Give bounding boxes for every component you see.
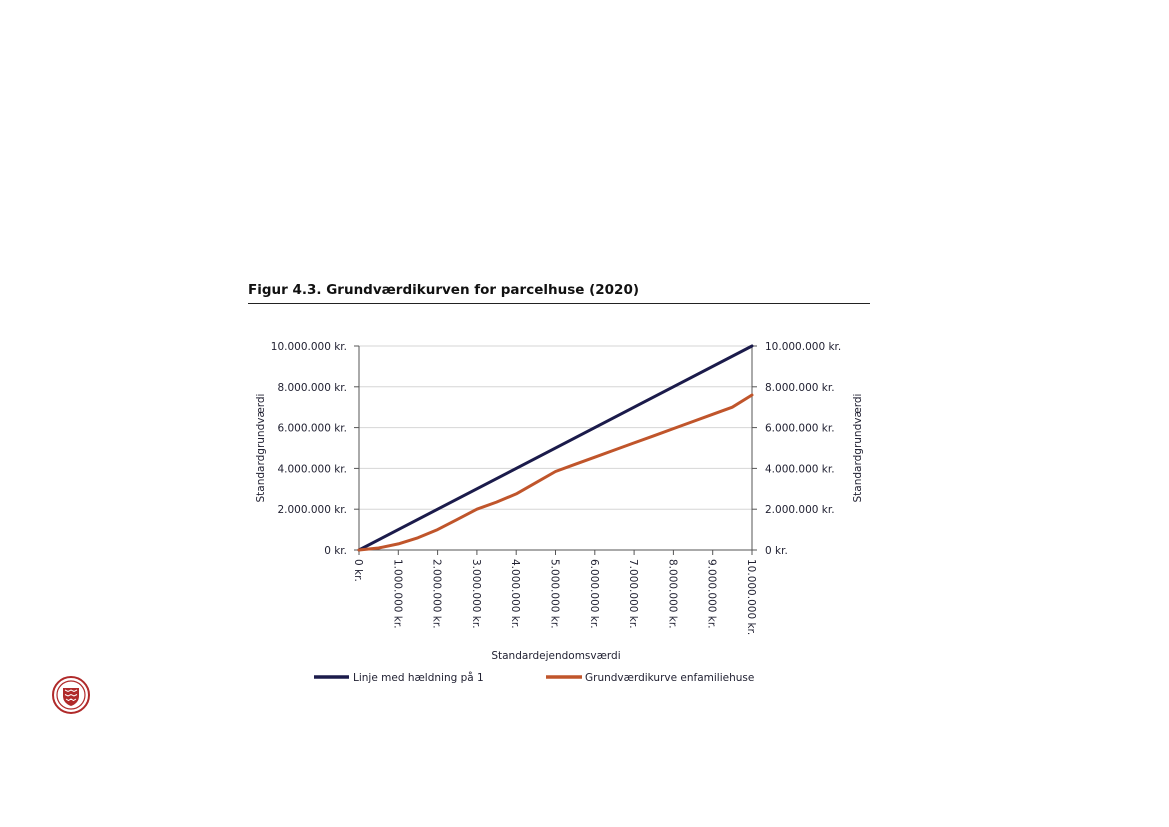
title-rule: [248, 303, 870, 304]
y-axis-title-right: Standardgrundværdi: [852, 394, 864, 503]
label-layer: 0 kr. 0 kr. 2.000.000 kr. 2.000.000 kr. 4.00…: [271, 341, 841, 635]
legend-label-curve: Grundværdikurve enfamiliehuse: [585, 672, 754, 684]
axis-layer: [354, 345, 757, 555]
y-tick-label-right: 4.000.000 kr.: [765, 463, 835, 475]
x-tick-label: 9.000.000 kr.: [706, 559, 718, 629]
x-tick-label: 3.000.000 kr.: [470, 559, 482, 629]
y-tick-label-left: 0 kr.: [324, 545, 347, 557]
y-tick-label-left: 8.000.000 kr.: [277, 382, 347, 394]
y-tick-label-right: 10.000.000 kr.: [765, 341, 841, 353]
y-tick-label-left: 4.000.000 kr.: [277, 463, 347, 475]
x-tick-label: 2.000.000 kr.: [431, 559, 443, 629]
y-tick-label-right: 8.000.000 kr.: [765, 382, 835, 394]
figure-title: Figur 4.3. Grundværdikurven for parcelhu…: [248, 282, 640, 298]
x-tick-label: 5.000.000 kr.: [549, 559, 561, 629]
y-tick-label-left: 2.000.000 kr.: [277, 504, 347, 516]
grid-layer: [359, 345, 752, 510]
x-axis-title: Standardejendomsværdi: [491, 650, 620, 662]
x-tick-label: 8.000.000 kr.: [666, 559, 678, 629]
x-tick-label: 7.000.000 kr.: [627, 559, 639, 629]
y-tick-label-left: 10.000.000 kr.: [271, 341, 347, 353]
x-tick-label: 0 kr.: [352, 559, 364, 582]
x-tick-label: 10.000.000 kr.: [745, 559, 757, 635]
x-tick-label: 6.000.000 kr.: [588, 559, 600, 629]
series-line-slope-one: [357, 344, 754, 552]
legend: Linje med hældning på 1 Grundværdikurve …: [314, 671, 754, 684]
series-curve-enfamiliehuse: [357, 393, 754, 552]
danish-coat-of-arms-seal-icon: [52, 676, 90, 714]
y-axis-title-left: Standardgrundværdi: [255, 394, 267, 503]
x-tick-label: 1.000.000 kr.: [391, 559, 403, 629]
series-layer: [357, 344, 754, 552]
x-tick-label: 4.000.000 kr.: [509, 559, 521, 629]
y-tick-label-right: 2.000.000 kr.: [765, 504, 835, 516]
y-tick-label-right: 6.000.000 kr.: [765, 423, 835, 435]
y-tick-label-left: 6.000.000 kr.: [277, 423, 347, 435]
y-tick-label-right: 0 kr.: [765, 545, 788, 557]
legend-label-line: Linje med hældning på 1: [353, 671, 484, 684]
